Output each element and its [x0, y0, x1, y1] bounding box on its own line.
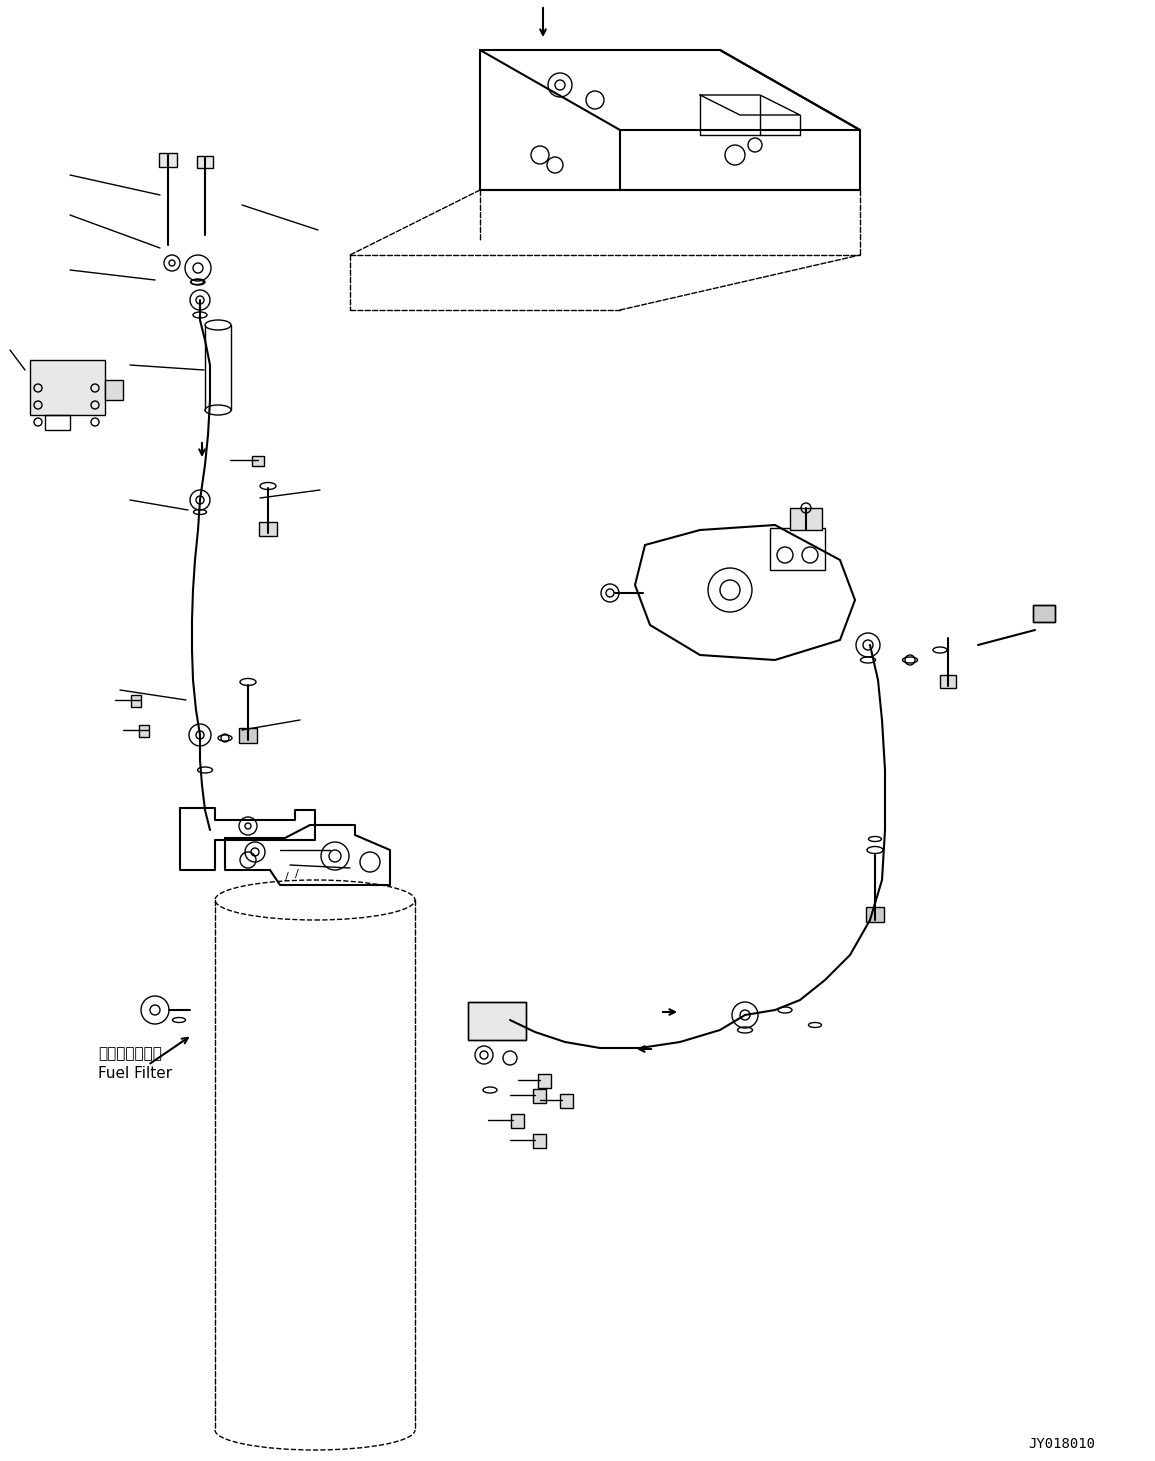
Bar	[239, 728, 258, 744]
Bar	[30, 359, 105, 415]
Bar	[468, 1002, 526, 1040]
Text: JY018010: JY018010	[1028, 1438, 1095, 1451]
Bar	[532, 1134, 546, 1148]
Bar	[139, 725, 149, 736]
Text: Fuel Filter: Fuel Filter	[98, 1067, 172, 1081]
Text: /: /	[295, 869, 299, 880]
Bar	[198, 156, 213, 168]
Bar	[770, 527, 825, 570]
Bar	[159, 153, 177, 167]
Bar	[538, 1074, 551, 1088]
Bar	[866, 907, 884, 922]
Bar	[131, 695, 141, 707]
Text: /: /	[285, 872, 289, 882]
Bar	[532, 1088, 546, 1103]
Bar	[940, 675, 956, 688]
Bar	[511, 1113, 524, 1128]
Bar	[1033, 605, 1055, 622]
Bar	[560, 1094, 573, 1107]
Bar	[790, 508, 822, 530]
Text: フェルフィルタ: フェルフィルタ	[98, 1046, 162, 1061]
Bar	[1033, 605, 1055, 622]
Bar	[252, 456, 264, 466]
Bar	[468, 1002, 526, 1040]
Bar	[45, 415, 70, 430]
Bar	[259, 522, 277, 536]
Bar	[105, 380, 122, 400]
